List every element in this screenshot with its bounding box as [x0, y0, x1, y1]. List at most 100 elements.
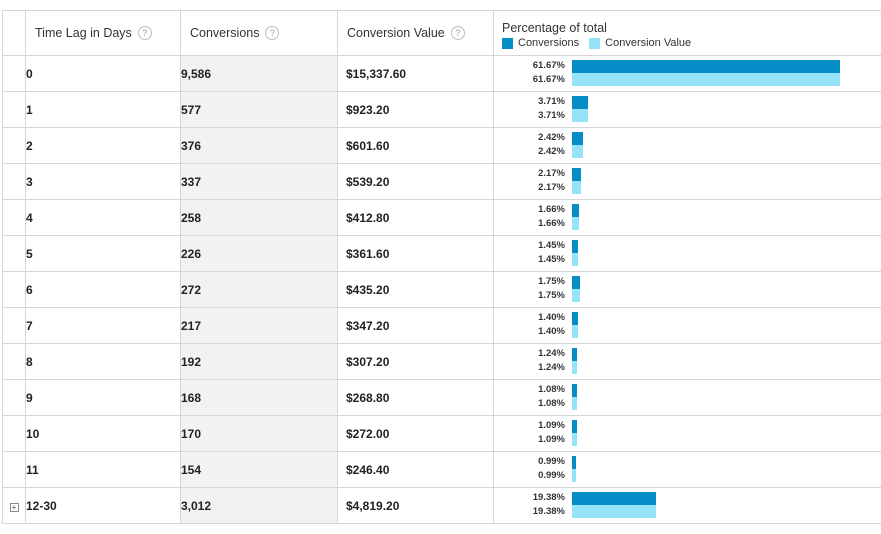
table-row: 4 258 $412.80 1.66% 1.66%: [2, 199, 881, 236]
percentage-labels: 1.45% 1.45%: [494, 239, 565, 267]
row-expand-cell: [2, 235, 26, 272]
percentage-bars: [572, 96, 588, 122]
row-expand-cell: [2, 451, 26, 488]
cell-conversion-value: $347.20: [337, 307, 494, 344]
cell-percentage-bars: 1.09% 1.09%: [493, 415, 881, 452]
column-header-time-lag[interactable]: Time Lag in Days?: [25, 10, 181, 56]
percentage-bars: [572, 168, 581, 194]
cell-conversions: 226: [180, 235, 338, 272]
bar-conversions: [572, 492, 656, 505]
row-expand-cell: [2, 271, 26, 308]
table-row: 0 9,586 $15,337.60 61.67% 61.67%: [2, 55, 881, 92]
cell-conversion-value: $361.60: [337, 235, 494, 272]
percentage-labels: 3.71% 3.71%: [494, 95, 565, 123]
pct-label-conversion-value: 0.99%: [538, 470, 565, 481]
legend-label-conversion-value: Conversion Value: [605, 37, 692, 49]
percentage-bars: [572, 240, 578, 266]
table-row: 9 168 $268.80 1.08% 1.08%: [2, 379, 881, 416]
cell-conversions: 170: [180, 415, 338, 452]
bar-conversion-value: [572, 145, 583, 158]
percentage-labels: 1.66% 1.66%: [494, 203, 565, 231]
pct-label-conversions: 1.24%: [538, 348, 565, 359]
column-header-conversion-value[interactable]: Conversion Value?: [337, 10, 494, 56]
percentage-labels: 1.08% 1.08%: [494, 383, 565, 411]
bar-conversion-value: [572, 433, 577, 446]
pct-label-conversions: 1.75%: [538, 276, 565, 287]
expand-plus-icon[interactable]: +: [9, 502, 19, 512]
bar-conversion-value: [572, 289, 580, 302]
percentage-bars: [572, 456, 576, 482]
column-label-conversions: Conversions: [190, 25, 260, 40]
percentage-labels: 1.09% 1.09%: [494, 419, 565, 447]
help-icon[interactable]: ?: [450, 26, 465, 41]
cell-time-lag: 5: [25, 235, 181, 272]
percentage-of-total-title: Percentage of total: [502, 21, 607, 35]
percentage-bars: [572, 384, 577, 410]
legend-swatch-conversion-value: [589, 37, 601, 49]
cell-percentage-bars: 1.75% 1.75%: [493, 271, 881, 308]
pct-label-conversion-value: 1.40%: [538, 326, 565, 337]
cell-conversion-value: $246.40: [337, 451, 494, 488]
pct-label-conversions: 3.71%: [538, 96, 565, 107]
cell-time-lag: 3: [25, 163, 181, 200]
bar-conversions: [572, 456, 576, 469]
cell-conversions: 9,586: [180, 55, 338, 92]
help-icon[interactable]: ?: [265, 26, 280, 41]
help-icon[interactable]: ?: [137, 26, 152, 41]
cell-time-lag: 7: [25, 307, 181, 344]
pct-label-conversion-value: 1.45%: [538, 254, 565, 265]
cell-time-lag: 8: [25, 343, 181, 380]
percentage-labels: 2.17% 2.17%: [494, 167, 565, 195]
pct-label-conversions: 61.67%: [532, 60, 565, 71]
cell-conversions: 258: [180, 199, 338, 236]
cell-percentage-bars: 1.45% 1.45%: [493, 235, 881, 272]
bar-conversions: [572, 204, 579, 217]
cell-time-lag: 11: [25, 451, 181, 488]
column-header-conversions[interactable]: Conversions?: [180, 10, 338, 56]
legend-item-conversions: Conversions: [502, 37, 579, 49]
pct-label-conversions: 1.09%: [538, 420, 565, 431]
row-expand-cell: [2, 343, 26, 380]
bar-conversions: [572, 168, 581, 181]
column-header-percentage: Percentage of total Conversions Conversi…: [493, 10, 881, 56]
cell-time-lag: 0: [25, 55, 181, 92]
pct-label-conversion-value: 1.09%: [538, 434, 565, 445]
cell-conversions: 376: [180, 127, 338, 164]
cell-conversion-value: $923.20: [337, 91, 494, 128]
cell-percentage-bars: 1.24% 1.24%: [493, 343, 881, 380]
row-expand-cell: [2, 199, 26, 236]
percentage-labels: 19.38% 19.38%: [494, 491, 565, 519]
cell-time-lag: 10: [25, 415, 181, 452]
row-expand-cell: [2, 55, 26, 92]
pct-label-conversion-value: 61.67%: [532, 74, 565, 85]
table-row: 5 226 $361.60 1.45% 1.45%: [2, 235, 881, 272]
legend-item-conversion-value: Conversion Value: [589, 37, 691, 49]
row-expand-cell: [2, 127, 26, 164]
cell-conversions: 272: [180, 271, 338, 308]
cell-conversion-value: $272.00: [337, 415, 494, 452]
percentage-bars: [572, 348, 577, 374]
pct-label-conversion-value: 1.66%: [538, 218, 565, 229]
row-expand-cell: [2, 91, 26, 128]
pct-label-conversion-value: 3.71%: [538, 110, 565, 121]
pct-label-conversions: 1.66%: [538, 204, 565, 215]
cell-conversion-value: $539.20: [337, 163, 494, 200]
row-expand-cell: [2, 163, 26, 200]
column-label-conversion-value: Conversion Value: [347, 25, 445, 40]
percentage-bars: [572, 492, 656, 518]
table-header-row: Time Lag in Days? Conversions? Conversio…: [2, 10, 881, 56]
row-expand-cell[interactable]: +: [2, 487, 26, 524]
pct-label-conversion-value: 2.42%: [538, 146, 565, 157]
cell-conversions: 192: [180, 343, 338, 380]
table-row: 1 577 $923.20 3.71% 3.71%: [2, 91, 881, 128]
bar-conversions: [572, 60, 840, 73]
table-body: 0 9,586 $15,337.60 61.67% 61.67% 1 577 $923.20 3…: [2, 55, 881, 524]
pct-label-conversions: 1.45%: [538, 240, 565, 251]
pct-label-conversions: 2.42%: [538, 132, 565, 143]
bar-conversions: [572, 312, 578, 325]
pct-label-conversion-value: 1.75%: [538, 290, 565, 301]
time-lag-table: Time Lag in Days? Conversions? Conversio…: [2, 10, 881, 524]
cell-conversions: 3,012: [180, 487, 338, 524]
bar-conversions: [572, 420, 577, 433]
